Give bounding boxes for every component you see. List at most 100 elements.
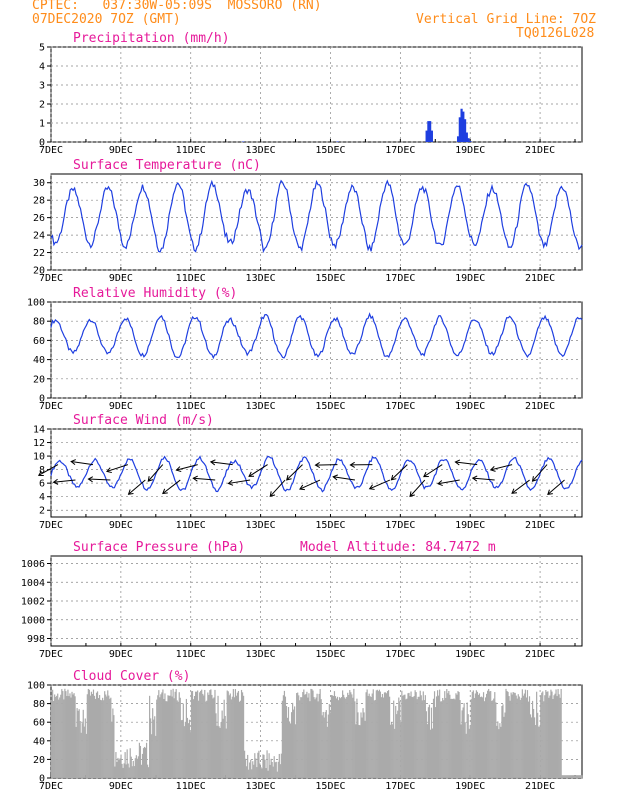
x-tick-label: 15DEC xyxy=(315,145,345,156)
cloud-bar xyxy=(174,691,176,778)
cloud-bar xyxy=(270,758,272,778)
cloud-bar xyxy=(327,714,329,778)
cloud-bar xyxy=(460,724,462,778)
cloud-bar xyxy=(508,696,510,778)
cloud-bar xyxy=(299,700,301,778)
cloud-bar xyxy=(212,698,214,778)
cloud-bar xyxy=(447,693,449,778)
header-right1: Vertical Grid Line: 7OZ xyxy=(416,12,597,27)
cloud-bar xyxy=(231,696,233,778)
wind-arrow xyxy=(299,479,321,490)
cloud-bar xyxy=(296,693,298,778)
cloud-bar xyxy=(348,694,350,778)
cloud-bar xyxy=(234,689,237,778)
cloud-bar xyxy=(458,692,460,778)
wind-arrow-head xyxy=(332,474,338,481)
cloud-bar xyxy=(255,758,257,778)
wind-arrow xyxy=(437,479,460,485)
cloud-bar xyxy=(162,689,164,778)
cloud-bar xyxy=(328,704,330,778)
cloud-bar xyxy=(400,722,402,778)
wind-arrow xyxy=(38,464,59,476)
cloud-bar xyxy=(279,764,281,778)
x-tick-label: 13DEC xyxy=(246,273,276,284)
wind-arrow-head xyxy=(471,475,478,482)
cloud-bar xyxy=(298,695,300,778)
cloud-bar xyxy=(521,689,523,778)
cloud-bar xyxy=(482,692,485,778)
cloud-bar xyxy=(81,723,83,778)
cloud-bar xyxy=(548,697,550,778)
cloud-bar xyxy=(524,689,527,778)
cloud-bar xyxy=(213,697,215,778)
precip-bar xyxy=(336,141,339,142)
precip-bar xyxy=(425,130,428,142)
cloud-bar xyxy=(78,709,80,778)
wind-arrow xyxy=(147,464,164,482)
cloud-bar xyxy=(441,701,443,778)
cloud-bar xyxy=(70,697,72,778)
cloud-bar xyxy=(132,760,134,778)
cloud-bar xyxy=(322,711,324,778)
cloud-bar xyxy=(245,758,247,778)
cloud-bar xyxy=(97,698,100,778)
cloud-bar xyxy=(182,703,184,778)
cloud-bar xyxy=(465,733,467,778)
cloud-bar xyxy=(529,714,532,778)
cloud-bar xyxy=(262,754,264,778)
wind-arrow-head xyxy=(227,479,234,486)
cloud-bar xyxy=(435,696,438,778)
wind-arrow xyxy=(193,477,216,481)
panel-5: Cloud Cover (%) 100 80 60 40 20 07DEC 9DEC 11DEC… xyxy=(27,669,583,792)
wind-arrow xyxy=(315,464,338,466)
cloud-bar xyxy=(352,697,354,778)
cloud-bar xyxy=(258,750,260,778)
cloud-bar xyxy=(449,694,451,778)
x-tick-label: 15DEC xyxy=(315,273,345,284)
cloud-bar xyxy=(389,696,391,778)
wind-arrow xyxy=(511,479,530,494)
cloud-bar xyxy=(206,700,208,778)
cloud-bar xyxy=(491,700,493,778)
cloud-bar xyxy=(367,695,369,778)
x-tick-label: 19DEC xyxy=(455,145,485,156)
wind-arrow-head xyxy=(390,474,397,481)
cloud-bar xyxy=(51,701,53,778)
cloud-bar xyxy=(165,701,167,778)
cloud-bar xyxy=(476,691,479,778)
cloud-bar xyxy=(387,690,390,778)
x-tick-label: 13DEC xyxy=(246,401,276,412)
wind-arrow xyxy=(88,478,111,481)
cloud-bar xyxy=(271,762,273,778)
cloud-bar xyxy=(187,723,190,778)
y-tick-label: 0 xyxy=(39,774,45,785)
cloud-bar xyxy=(315,697,317,778)
cloud-bar xyxy=(65,691,67,778)
cloud-bar xyxy=(71,691,73,778)
cloud-bar xyxy=(502,704,504,778)
wind-arrow-head xyxy=(70,459,76,466)
cloud-bar xyxy=(448,690,450,778)
wind-arrow-head xyxy=(454,459,461,466)
cloud-bar xyxy=(518,696,520,778)
cloud-bar xyxy=(330,695,332,778)
y-tick-label: 1002 xyxy=(21,597,45,608)
cloud-bar xyxy=(197,690,199,778)
cloud-bar xyxy=(523,693,525,778)
wind-arrow-head xyxy=(209,459,216,466)
cloud-bar xyxy=(89,695,92,778)
cloud-bar xyxy=(374,699,376,778)
wind-arrow-head xyxy=(299,484,305,491)
wind-arrow xyxy=(409,479,426,497)
cloud-bar xyxy=(379,691,382,778)
x-tick-label: 21DEC xyxy=(525,649,555,660)
cloud-bar xyxy=(177,701,179,778)
cloud-bar xyxy=(220,722,222,778)
cloud-bar xyxy=(277,761,279,778)
cloud-bar xyxy=(140,764,143,778)
cloud-bar xyxy=(416,699,418,778)
cloud-bar xyxy=(391,722,393,778)
cloud-bar xyxy=(67,689,69,778)
cloud-bar xyxy=(446,689,448,778)
cloud-bar xyxy=(96,691,99,778)
